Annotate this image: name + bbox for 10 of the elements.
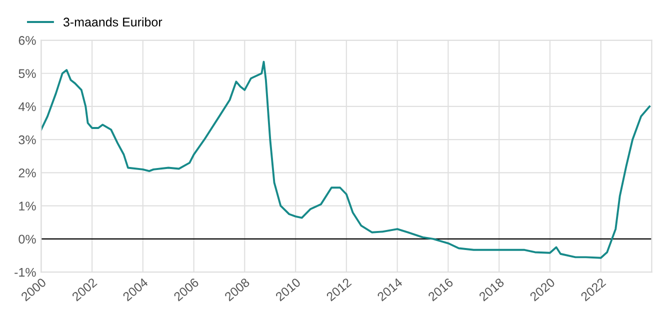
y-tick-label: 5% [18,69,36,78]
line-series [41,60,651,259]
legend-label: 3-maands Euribor [63,17,162,27]
y-tick-label: 0% [18,234,36,244]
y-tick-label: 4% [18,102,36,112]
y-tick-label: 6% [18,36,36,45]
y-tick-label: 3% [18,135,36,144]
y-tick-label: -1% [14,268,36,277]
y-tick-label: 1% [19,202,36,210]
y-tick-label: 2% [18,168,36,178]
